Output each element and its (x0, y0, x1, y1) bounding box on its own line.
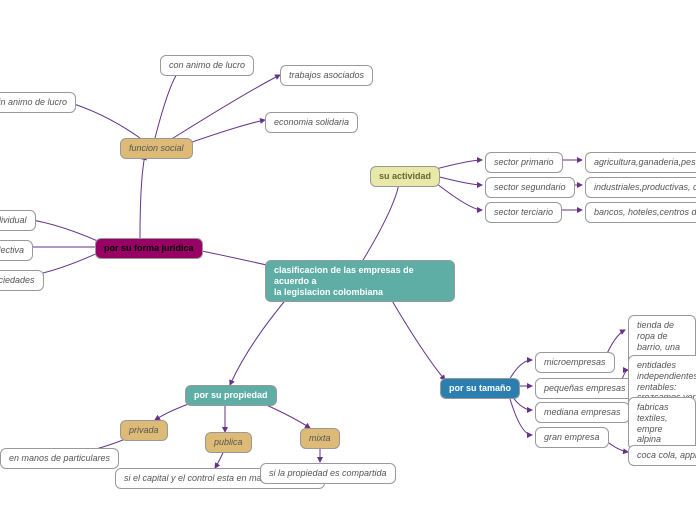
node-sin-lucro: sin animo de lucro (0, 92, 76, 113)
node-sociedades[interactable]: sociedades (0, 270, 44, 291)
branch-propiedad[interactable]: por su propiedad (185, 385, 277, 406)
node-sector-segundario[interactable]: sector segundario (485, 177, 575, 198)
node-mediana[interactable]: mediana empresas (535, 402, 630, 423)
branch-tamano[interactable]: por su tamaño (440, 378, 520, 399)
node-privada-detail: en manos de particulares (0, 448, 119, 469)
node-trabajos: trabajos asociados (280, 65, 373, 86)
node-sector-terciario[interactable]: sector terciario (485, 202, 562, 223)
node-privada[interactable]: privada (120, 420, 168, 441)
node-con-lucro: con animo de lucro (160, 55, 254, 76)
node-publica[interactable]: publica (205, 432, 252, 453)
node-colectiva[interactable]: colectiva (0, 240, 33, 261)
root-node[interactable]: clasificacion de las empresas de acuerdo… (265, 260, 455, 302)
node-terciario-detail: bancos, hoteles,centros de form (585, 202, 696, 223)
node-funcion-social[interactable]: funcion social (120, 138, 193, 159)
branch-actividad[interactable]: su actividad (370, 166, 440, 187)
node-pequenas[interactable]: pequeñas empresas (535, 378, 635, 399)
node-mediana-detail: fabricas textiles, empre alpina (628, 397, 696, 450)
node-mixta[interactable]: mixta (300, 428, 340, 449)
node-individual[interactable]: individual (0, 210, 36, 231)
branch-juridica[interactable]: por su forma juridica (95, 238, 203, 259)
node-segundario-detail: industriales,productivas, constr (585, 177, 696, 198)
node-mixta-detail: si la propiedad es compartida (260, 463, 396, 484)
node-gran[interactable]: gran empresa (535, 427, 609, 448)
node-primario-detail: agricultura,ganaderia,pesca, (585, 152, 696, 173)
node-gran-detail: coca cola, apple, mcd (628, 445, 696, 466)
node-micro[interactable]: microempresas (535, 352, 615, 373)
node-sector-primario[interactable]: sector primario (485, 152, 563, 173)
node-economia: economia solidaria (265, 112, 358, 133)
